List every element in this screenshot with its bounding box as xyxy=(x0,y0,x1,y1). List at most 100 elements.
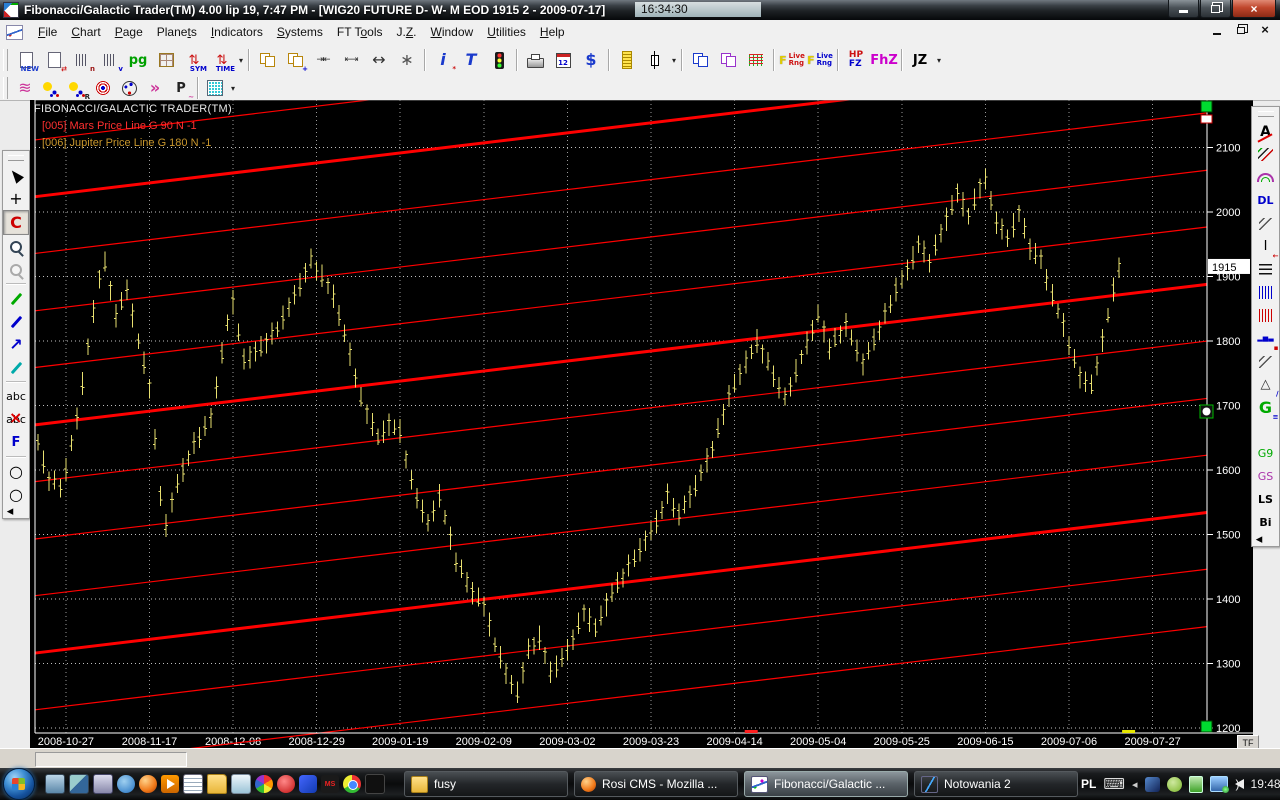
vlines-red-tool[interactable] xyxy=(1254,304,1278,327)
taskbar-clock[interactable]: 19:48 xyxy=(1250,777,1280,791)
crosshair-tool[interactable]: + xyxy=(4,187,28,210)
bar-style-button[interactable] xyxy=(641,46,669,74)
bar-style-button-dropdown[interactable]: ▾ xyxy=(671,55,676,65)
pencil-green-tool[interactable] xyxy=(4,287,28,310)
chart-windows-button[interactable] xyxy=(714,46,742,74)
gs-tool[interactable]: GS xyxy=(1254,465,1278,488)
tray-clock-app-icon[interactable] xyxy=(1166,776,1182,792)
traffic-light-button[interactable] xyxy=(485,46,513,74)
menu-ft-tools[interactable]: FT Tools xyxy=(336,25,383,39)
page-swap-button[interactable]: ⇄ xyxy=(40,46,68,74)
hp-fz-button[interactable]: HP FZ xyxy=(842,46,870,74)
mdi-close-button[interactable]: × xyxy=(1261,22,1269,37)
new-page-button[interactable]: NEW xyxy=(12,46,40,74)
menu-jz[interactable]: J.Z. xyxy=(396,25,417,39)
pencil-cyan-tool[interactable] xyxy=(4,356,28,379)
mdi-minimize-button[interactable] xyxy=(1210,24,1224,36)
zoom-page-tool[interactable] xyxy=(4,235,28,258)
quick-launch-notepad-icon[interactable] xyxy=(183,774,203,794)
quick-launch-launcher-icon[interactable] xyxy=(93,774,113,794)
bars-n-button[interactable]: n xyxy=(68,46,96,74)
ephemeris-grid-button-dropdown[interactable]: ▾ xyxy=(230,83,235,93)
task-button-2[interactable]: Fibonacci/Galactic ... xyxy=(744,771,908,797)
dollar-button[interactable]: $ xyxy=(577,46,605,74)
gann-g-tool[interactable]: G ≡ xyxy=(1254,396,1279,420)
center-button[interactable]: ∗ xyxy=(393,46,421,74)
menu-window[interactable]: Window xyxy=(430,25,474,39)
quick-launch-ie-icon[interactable] xyxy=(117,775,135,793)
menu-utilities[interactable]: Utilities xyxy=(487,25,526,39)
ellipse-tool[interactable]: ○ xyxy=(4,460,28,483)
ephemeris-grid-button[interactable] xyxy=(202,76,228,100)
collapse-left-palette[interactable]: ◂ xyxy=(5,505,15,518)
bi-tool[interactable]: Bi xyxy=(1254,511,1278,534)
left-palette-grip[interactable] xyxy=(8,155,24,161)
menu-systems[interactable]: Systems xyxy=(276,25,323,39)
hlines-tool[interactable] xyxy=(1254,258,1278,281)
arcs-tool[interactable] xyxy=(1254,166,1278,189)
trend-lines-tool[interactable] xyxy=(1254,143,1278,166)
menu-file[interactable]: File xyxy=(38,25,58,39)
network-icon[interactable] xyxy=(1209,776,1229,793)
jz-button[interactable]: JZ xyxy=(906,46,934,74)
volume-icon[interactable] xyxy=(1234,777,1244,791)
battery-icon[interactable] xyxy=(1188,775,1203,793)
timeframe-button[interactable]: TF xyxy=(1237,735,1259,750)
planets-retrograde-button[interactable]: R xyxy=(64,76,90,101)
pg-button[interactable]: pg xyxy=(124,46,152,74)
planet-wheel-button[interactable] xyxy=(116,76,142,100)
menu-planets[interactable]: Planets xyxy=(156,25,197,39)
menu-page[interactable]: Page xyxy=(114,25,143,39)
hash-grid-button[interactable] xyxy=(742,46,770,74)
jz-button-dropdown[interactable]: ▾ xyxy=(936,55,941,65)
new-window-button[interactable]: + xyxy=(281,46,309,74)
quick-launch-folder-icon[interactable] xyxy=(207,774,227,794)
quick-launch-firefox-icon[interactable] xyxy=(139,775,157,793)
cascade-button[interactable] xyxy=(253,46,281,74)
expand-scale-button[interactable]: ⇤⇥ xyxy=(337,46,365,74)
zoom-page-disabled-tool[interactable] xyxy=(4,258,28,281)
text-tool-button[interactable]: T xyxy=(457,46,485,74)
tray-app-icon[interactable] xyxy=(1144,776,1160,792)
ls-tool[interactable]: LS xyxy=(1254,488,1278,511)
live-range-red-button[interactable]: F Live Rng xyxy=(778,46,806,74)
mdi-restore-button[interactable] xyxy=(1234,24,1248,36)
print-button[interactable] xyxy=(521,46,549,74)
i-line-tool[interactable]: I ← xyxy=(1254,235,1279,259)
parallel-gray-tool[interactable] xyxy=(1254,212,1278,235)
task-button-0[interactable]: fusy xyxy=(404,771,568,797)
planet-lines-button[interactable]: ≋ xyxy=(12,76,38,100)
planet-arrows-button[interactable]: » xyxy=(142,76,168,100)
restore-button[interactable] xyxy=(1200,0,1231,18)
fan-tool[interactable] xyxy=(1254,419,1278,442)
fibonacci-f-tool[interactable]: F xyxy=(4,431,28,454)
right-palette-grip[interactable] xyxy=(1257,111,1274,117)
time-button[interactable]: ⇅ TIME xyxy=(208,46,236,74)
c-tool[interactable]: C xyxy=(3,210,29,235)
task-button-1[interactable]: Rosi CMS - Mozilla ... xyxy=(574,771,738,797)
language-indicator[interactable]: PL xyxy=(1081,777,1097,791)
toolbar-grip[interactable] xyxy=(3,77,8,99)
start-button[interactable] xyxy=(3,768,35,800)
price-chart[interactable]: 2100 2000 1900 1800 1700 1600 1500 1400 1300 1200… xyxy=(30,0,1253,768)
page-grid-button[interactable] xyxy=(152,46,180,74)
delete-text-tool[interactable]: abc xyxy=(4,408,28,431)
quick-launch-recycle-icon[interactable] xyxy=(231,774,251,794)
live-range-blue-button[interactable]: F Live Rng xyxy=(806,46,834,74)
minibars-tool[interactable]: ▂▅▃ ▪ xyxy=(1254,327,1278,352)
quick-launch-media-player-icon[interactable] xyxy=(161,775,179,793)
quick-launch-opera-icon[interactable] xyxy=(277,775,295,793)
ellipse-wide-tool[interactable]: ○ xyxy=(4,483,28,506)
arrow-line-tool[interactable]: ↗ xyxy=(4,333,28,356)
pan-button[interactable]: ↔ xyxy=(365,46,393,74)
dl-tool[interactable]: DL xyxy=(1254,189,1278,212)
minimize-button[interactable] xyxy=(1168,0,1199,18)
planets-button[interactable] xyxy=(38,76,64,100)
pencil-blue-tool[interactable] xyxy=(4,310,28,333)
menu-help[interactable]: Help xyxy=(539,25,565,39)
chart-area[interactable]: 2100 2000 1900 1800 1700 1600 1500 1400 1300 1200… xyxy=(30,0,1259,768)
compress-scale-button[interactable]: ⇥⇤ xyxy=(309,46,337,74)
sym-button[interactable]: ⇅ SYM xyxy=(180,46,208,74)
bars-v-button[interactable]: v xyxy=(96,46,124,74)
menu-indicators[interactable]: Indicators xyxy=(210,25,263,39)
